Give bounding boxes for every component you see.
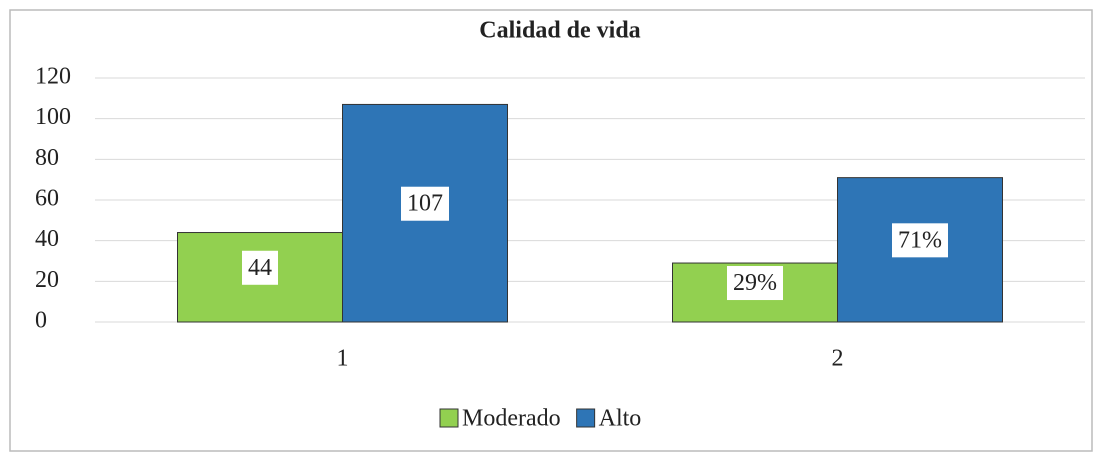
legend-swatch (576, 408, 596, 428)
x-tick-label: 2 (832, 346, 844, 372)
y-tick-label: 60 (35, 186, 59, 212)
legend-swatch (439, 408, 459, 428)
value-label-box (242, 250, 278, 285)
value-label-box (892, 223, 948, 258)
x-tick-label: 1 (337, 346, 349, 372)
value-label-box (401, 186, 449, 221)
value-label: 29% (733, 270, 777, 296)
y-tick-label: 120 (35, 64, 71, 90)
chart-title: Calidad de vida (479, 18, 640, 44)
y-tick-label: 100 (35, 104, 71, 130)
value-label: 107 (407, 191, 443, 217)
value-label-box (727, 266, 783, 301)
y-tick-label: 0 (35, 308, 47, 334)
y-tick-label: 80 (35, 145, 59, 171)
legend-label: Moderado (462, 406, 561, 432)
y-tick-label: 40 (35, 226, 59, 252)
value-label: 44 (248, 255, 272, 281)
legend-label: Alto (599, 406, 642, 432)
value-label: 71% (898, 227, 942, 253)
y-tick-label: 20 (35, 267, 59, 293)
